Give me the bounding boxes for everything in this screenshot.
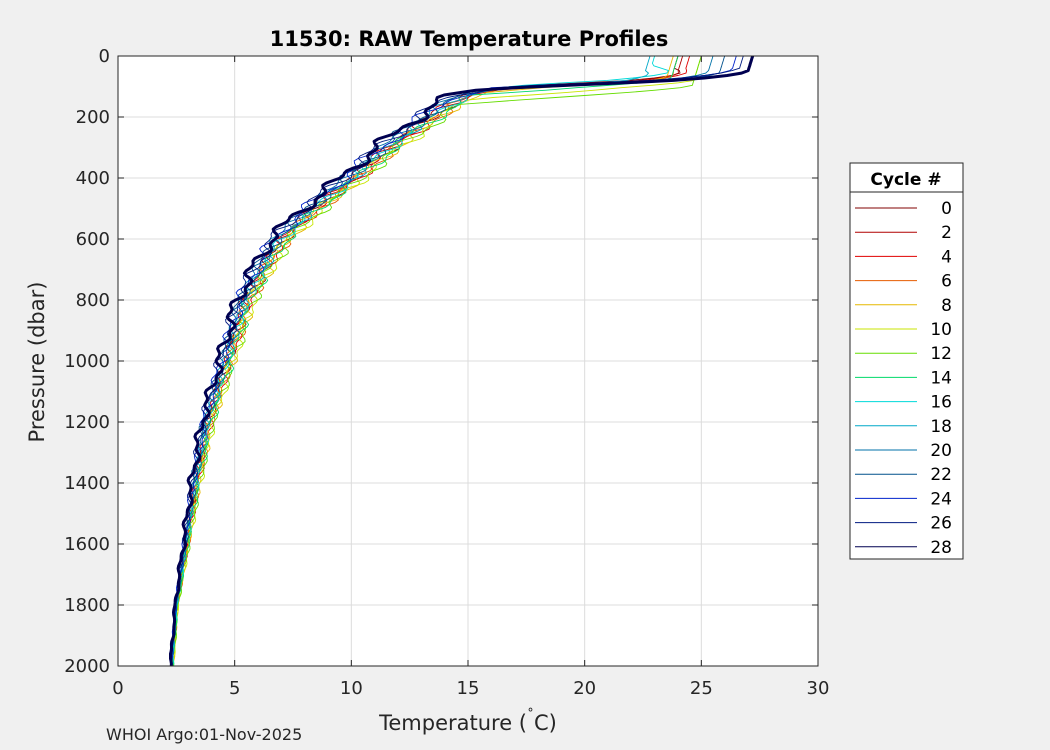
x-tick-label: 25 [690,678,713,699]
x-axis-label-unit: C) [534,711,557,735]
y-tick-label: 1800 [64,595,110,616]
y-tick-label: 1000 [64,351,110,372]
profile-line-cycle-22 [171,55,726,666]
x-tick-label: 30 [807,678,830,699]
legend-label: 6 [941,272,952,292]
y-tick-label: 1400 [64,473,110,494]
x-tick-label: 5 [229,678,240,699]
footer-credit: WHOI Argo:01-Nov-2025 [106,725,303,744]
x-tick-label: 10 [340,678,363,699]
x-axis-label: Temperature (˚C) [378,707,557,735]
legend-label: 8 [941,296,952,316]
legend-label: 26 [930,514,952,534]
degree-symbol: ˚ [527,707,534,724]
x-axis: 0 5 10 15 20 25 30 [112,56,829,699]
y-tick-label: 0 [99,46,110,67]
profile-line-cycle-12 [171,55,702,667]
y-tick-label: 1600 [64,534,110,555]
x-tick-label: 0 [112,678,123,699]
y-axis: 0 200 400 600 800 1000 1200 1400 1600 1800 2000 [64,46,818,677]
legend-label: 12 [930,344,952,364]
legend-label: 14 [930,368,952,388]
legend-label: 0 [941,199,952,219]
legend-label: 28 [930,538,952,558]
y-tick-label: 2000 [64,656,110,677]
y-tick-label: 800 [76,290,110,311]
legend-label: 24 [930,489,952,509]
legend-label: 2 [941,223,952,243]
legend-label: 10 [930,320,952,340]
y-tick-label: 200 [76,107,110,128]
legend-label: 18 [930,417,952,437]
x-tick-label: 15 [457,678,480,699]
legend-label: 4 [941,247,952,267]
y-axis-label: Pressure (dbar) [25,282,49,443]
profile-line-cycle-28 [169,55,755,667]
profile-line-cycle-24 [170,55,737,666]
legend-box [849,162,964,560]
y-tick-label: 1200 [64,412,110,433]
legend-title: Cycle # [870,170,941,190]
y-tick-label: 600 [76,229,110,250]
y-tick-label: 400 [76,168,110,189]
chart-title: 11530: RAW Temperature Profiles [270,27,669,51]
x-tick-label: 20 [573,678,596,699]
legend-label: 16 [930,393,952,413]
legend-label: 20 [930,441,952,461]
legend-label: 22 [930,465,952,485]
profiles [169,55,755,667]
x-axis-label-main: Temperature ( [378,711,527,735]
